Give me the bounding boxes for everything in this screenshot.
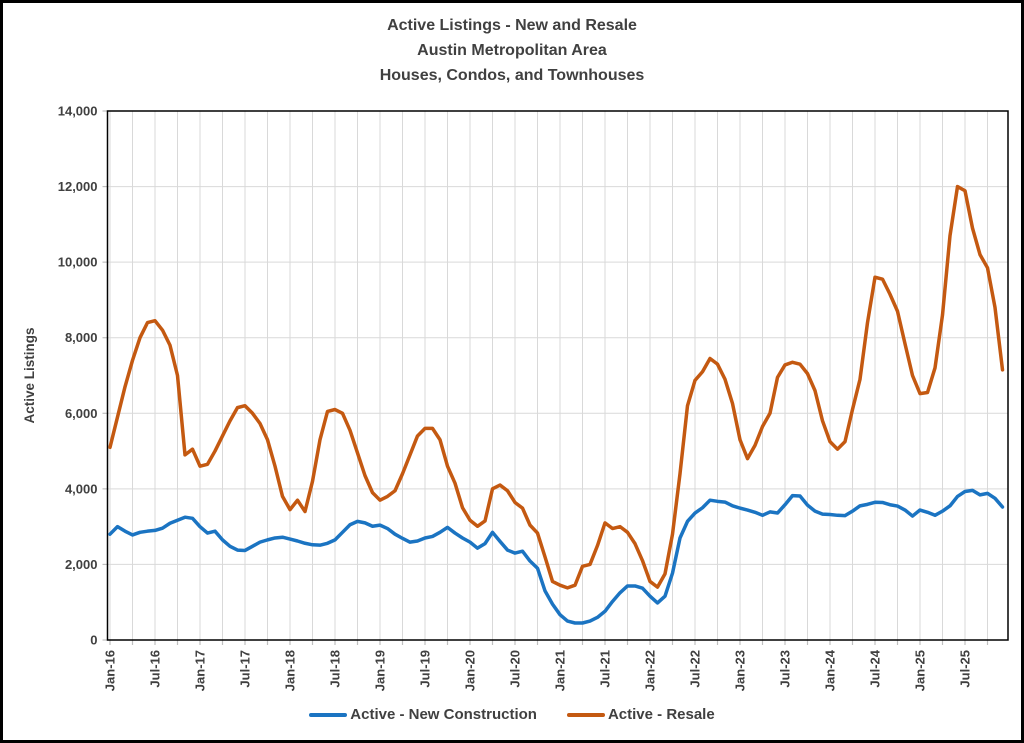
x-axis-tick-label: Jul-17 [238, 650, 253, 688]
x-axis-tick-label: Jan-23 [733, 650, 748, 691]
legend-label-resale: Active - Resale [607, 706, 715, 723]
resale-line-swatch [566, 712, 605, 717]
x-axis-tick-label: Jan-25 [913, 650, 928, 691]
x-axis-tick-label: Jan-19 [373, 650, 388, 691]
chart-title-line-2: Austin Metropolitan Area [417, 42, 607, 59]
y-axis-tick-label: 8,000 [65, 330, 98, 345]
y-axis-tick-label: 4,000 [65, 481, 98, 496]
chart-title-line-1: Active Listings - New and Resale [387, 17, 637, 34]
x-axis-tick-label: Jul-18 [328, 650, 343, 688]
chart-legend: Active - New Construction Active - Resal… [3, 706, 1021, 723]
legend-label-new-construction: Active - New Construction [350, 706, 537, 723]
x-axis-tick-label: Jan-21 [553, 650, 568, 691]
x-axis-tick-label: Jul-19 [418, 650, 433, 688]
line-chart-plot: 0 2,000 4,000 6,000 8,000 10,000 12,000 14,000 J… [22, 104, 1009, 691]
chart-title-line-3: Houses, Condos, and Townhouses [379, 67, 645, 84]
plot-area-border [106, 110, 1009, 641]
new-construction-line-swatch [309, 712, 348, 717]
y-axis-tick-label: 2,000 [65, 557, 98, 572]
new-construction-line [108, 488, 1005, 625]
x-axis-tick-label: Jan-24 [823, 649, 838, 691]
y-axis-tick-label: 10,000 [58, 255, 98, 270]
x-axis-tick-label: Jul-24 [868, 649, 883, 687]
x-axis-tick-label: Jul-25 [958, 650, 973, 688]
x-axis-tick-label: Jan-20 [463, 650, 478, 691]
x-axis-tick-label: Jan-16 [103, 650, 118, 691]
y-axis-tick-label: 14,000 [58, 104, 98, 119]
legend-item-new-construction: Active - New Construction [309, 706, 537, 723]
x-axis-tick-label: Jul-22 [688, 650, 703, 688]
x-axis-tick-label: Jan-18 [283, 650, 298, 691]
x-axis-tick-label: Jan-17 [193, 650, 208, 691]
y-axis-tick-label: 6,000 [65, 406, 98, 421]
y-axis-title: Active Listings [22, 327, 37, 423]
x-axis-tick-label: Jul-16 [148, 650, 163, 688]
chart-title: Active Listings - New and Resale Austin … [3, 13, 1021, 88]
x-axis-tick-label: Jul-20 [508, 650, 523, 688]
y-axis-tick-label: 12,000 [58, 179, 98, 194]
resale-line [108, 184, 1005, 590]
x-axis-tick-label: Jul-21 [598, 650, 613, 688]
x-axis-tick-label: Jul-23 [778, 650, 793, 688]
x-axis-tick-label: Jan-22 [643, 650, 658, 691]
legend-item-resale: Active - Resale [566, 706, 715, 723]
y-axis-tick-label: 0 [90, 633, 97, 648]
